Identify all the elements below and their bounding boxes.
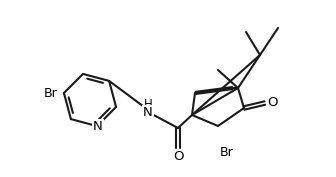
Text: Br: Br xyxy=(44,87,58,99)
Text: N: N xyxy=(143,105,153,118)
Text: O: O xyxy=(174,150,184,162)
Text: H: H xyxy=(143,98,152,112)
Text: Br: Br xyxy=(220,147,234,159)
Text: N: N xyxy=(93,120,103,133)
Text: O: O xyxy=(267,96,277,110)
